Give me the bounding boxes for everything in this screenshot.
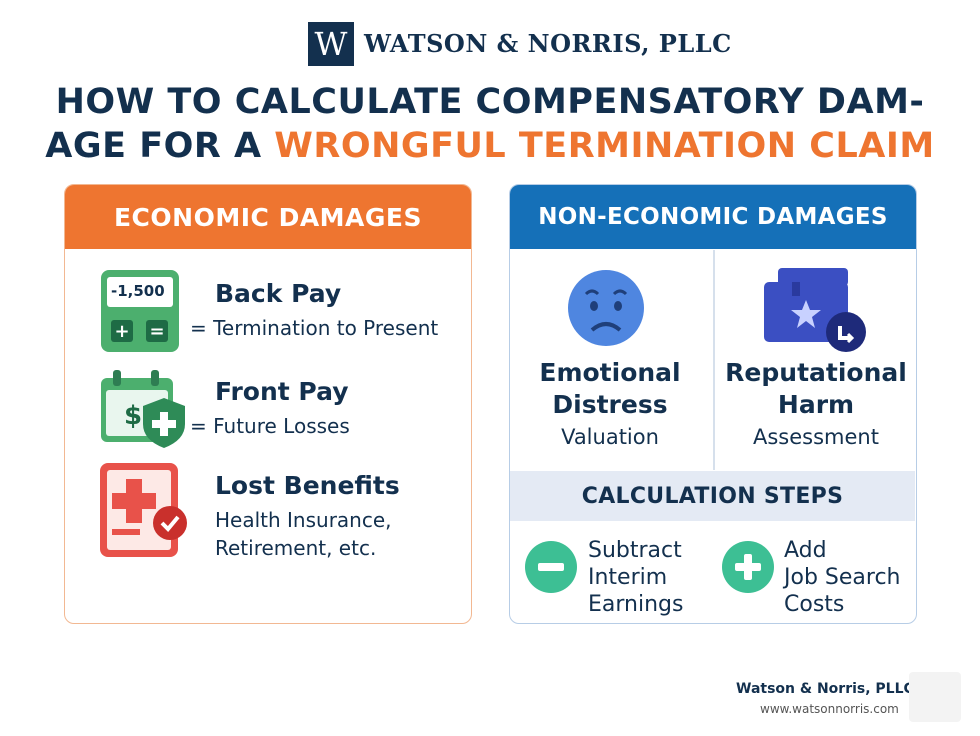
firm-name: WATSON & NORRIS, PLLC: [364, 29, 732, 58]
subtract-step: Subtract Interim Earnings: [588, 537, 683, 618]
subtract-line-1: Subtract: [588, 538, 682, 563]
subtract-line-2: Interim: [588, 565, 668, 590]
non-economic-damages-heading: NON-ECONOMIC DAMAGES: [510, 185, 916, 249]
footer-badge-icon: [909, 672, 961, 722]
calculation-steps-heading: CALCULATION STEPS: [510, 471, 915, 521]
title-line-1: HOW TO CALCULATE COMPENSATORY DAM-: [55, 82, 925, 122]
title-line-2-accent: WRONGFUL TERMINATION CLAIM: [274, 126, 935, 166]
reputational-line-1: Reputational: [725, 358, 907, 387]
emotional-line-2: Distress: [552, 390, 668, 419]
back-pay-desc: = Termination to Present: [190, 316, 439, 340]
firm-logo: W: [308, 22, 354, 66]
page-title: HOW TO CALCULATE COMPENSATORY DAM- AGE F…: [40, 80, 940, 168]
lost-benefits-title: Lost Benefits: [215, 471, 400, 500]
lost-benefits-desc-2: Retirement, etc.: [215, 536, 377, 560]
plus-icon: [722, 541, 774, 593]
add-line-2: Job Search: [784, 565, 901, 590]
svg-text:=: =: [149, 321, 164, 342]
calendar-dollar-icon: $: [101, 370, 191, 450]
svg-text:$: $: [124, 401, 142, 431]
subtract-line-3: Earnings: [588, 592, 684, 617]
medical-document-icon: [100, 463, 192, 557]
emotional-sub: Valuation: [561, 425, 659, 449]
economic-damages-heading: ECONOMIC DAMAGES: [65, 185, 471, 249]
footer-firm-name: Watson & Norris, PLLC: [736, 681, 914, 697]
emotional-distress-block: Emotional Distress Valuation: [520, 357, 700, 449]
title-line-2-plain: AGE FOR A: [45, 126, 275, 166]
footer-url: www.watsonnorris.com: [760, 702, 899, 716]
calculator-icon: + = -1,500: [101, 270, 179, 352]
calculator-display: -1,500: [111, 282, 165, 300]
reputational-line-2: Harm: [777, 390, 855, 419]
title-line-2: AGE FOR A WRONGFUL TERMINATION CLAIM: [40, 124, 940, 168]
reputational-harm-block: Reputational Harm Assessment: [725, 357, 907, 449]
front-pay-title: Front Pay: [215, 377, 349, 406]
emotional-line-1: Emotional: [539, 358, 681, 387]
add-line-1: Add: [784, 538, 827, 563]
sad-face-icon: [566, 268, 646, 348]
briefcase-star-icon: [764, 268, 868, 356]
column-divider: [713, 250, 715, 470]
back-pay-title: Back Pay: [215, 279, 342, 308]
lost-benefits-desc-1: Health Insurance,: [215, 508, 392, 532]
reputational-sub: Assessment: [753, 425, 879, 449]
add-line-3: Costs: [784, 592, 845, 617]
logo-letter: W: [314, 25, 348, 63]
minus-icon: [525, 541, 577, 593]
add-step: Add Job Search Costs: [784, 537, 901, 618]
svg-text:+: +: [114, 321, 129, 342]
front-pay-desc: = Future Losses: [190, 414, 350, 438]
